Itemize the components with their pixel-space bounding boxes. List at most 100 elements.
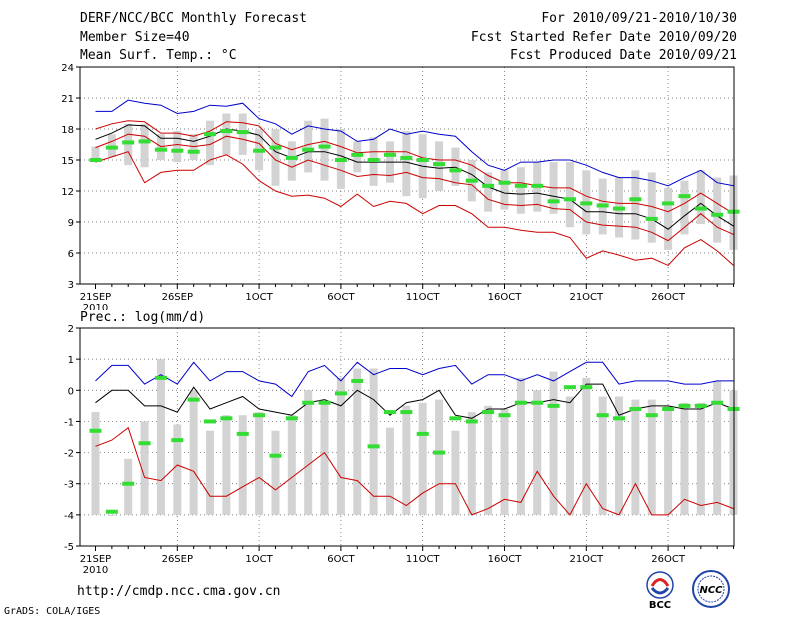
observed-marker <box>498 413 511 418</box>
y-tick-label: 0 <box>68 386 74 397</box>
observed-marker <box>433 450 446 455</box>
ensemble-bar <box>320 118 329 181</box>
observed-marker <box>678 194 691 199</box>
observed-marker <box>613 206 626 211</box>
ensemble-bar <box>680 402 689 515</box>
ensemble-bar <box>713 380 722 515</box>
observed-marker <box>351 378 364 383</box>
ensemble-bar <box>500 408 509 515</box>
observed-marker <box>629 197 642 202</box>
ensemble-bar <box>435 399 444 515</box>
observed-marker <box>89 428 102 433</box>
ensemble-bar <box>91 412 100 515</box>
ensemble-bar <box>467 412 476 515</box>
observed-marker <box>220 129 233 134</box>
ncc-logo-text: NCC <box>699 585 723 596</box>
x-tick-label: 11OCT <box>406 554 441 565</box>
ensemble-bar <box>304 390 313 515</box>
series-line-upper <box>95 120 734 215</box>
ensemble-bar <box>287 141 296 181</box>
ensemble-bar <box>549 371 558 515</box>
logos: BCC NCC <box>646 570 730 610</box>
ncc-logo-icon: NCC <box>692 570 730 608</box>
plot-frame <box>79 66 735 285</box>
observed-marker <box>351 152 364 157</box>
ensemble-bar <box>664 405 673 515</box>
observed-marker <box>122 140 135 145</box>
observed-marker <box>498 180 511 185</box>
y-tick-label: 2 <box>68 324 74 335</box>
ensemble-bar <box>500 170 509 210</box>
x-tick-label: 26OCT <box>651 554 686 565</box>
observed-marker <box>531 400 544 405</box>
x-tick-label: 21SEP <box>80 554 111 565</box>
observed-marker <box>449 416 462 421</box>
ensemble-bar <box>173 424 182 515</box>
ensemble-bar <box>696 170 705 225</box>
ensemble-bar <box>156 359 165 515</box>
ensemble-bar <box>565 396 574 515</box>
bcc-logo-text: BCC <box>649 600 671 610</box>
ensemble-bar <box>287 415 296 515</box>
observed-marker <box>416 158 429 162</box>
observed-marker <box>629 406 642 411</box>
x-tick-label: 26OCT <box>651 292 686 303</box>
x-tick-label: 21OCT <box>569 292 604 303</box>
observed-marker <box>269 453 282 458</box>
ensemble-bar <box>91 146 100 163</box>
series-line-min <box>95 426 734 516</box>
y-tick-label: -3 <box>64 480 74 491</box>
forecast-started: Fcst Started Refer Date 2010/09/20 <box>470 30 737 45</box>
source-url[interactable]: http://cmdp.ncc.cma.gov.cn <box>77 584 281 599</box>
ensemble-bar <box>271 129 280 186</box>
y-tick-label: -1 <box>64 417 74 428</box>
observed-marker <box>465 178 478 183</box>
observed-marker <box>596 413 609 418</box>
observed-marker <box>318 144 331 149</box>
ensemble-bar <box>140 421 149 515</box>
y-tick-label: 18 <box>61 125 74 136</box>
observed-marker <box>580 385 593 390</box>
observed-marker <box>171 438 184 443</box>
observed-marker <box>514 183 527 188</box>
observed-marker <box>138 139 151 144</box>
temperature-chart: 3 6 9 12 15 18 21 24 21SEP 26SEP 1OCT 6OCT 11OCT 16OC… <box>61 63 740 310</box>
ensemble-bar <box>484 405 493 515</box>
ensemble-bar <box>206 120 215 166</box>
observed-marker <box>400 155 413 160</box>
ensemble-bar <box>140 123 149 168</box>
x-tick-label: 26SEP <box>162 292 193 303</box>
ensemble-bar <box>533 390 542 515</box>
observed-marker <box>89 158 102 162</box>
ensemble-bar <box>435 141 444 191</box>
series-line-mean <box>95 383 734 419</box>
observed-marker <box>514 400 527 405</box>
observed-marker <box>711 400 724 405</box>
x-tick-label: 16OCT <box>488 292 523 303</box>
observed-marker <box>138 441 151 446</box>
ensemble-bar <box>124 458 133 515</box>
observed-marker <box>105 509 118 514</box>
observed-marker <box>482 410 495 415</box>
ensemble-bar <box>402 405 411 515</box>
ensemble-bar <box>484 172 493 212</box>
series-line-max <box>95 361 734 398</box>
ensemble-bar <box>582 377 591 515</box>
observed-marker <box>285 416 298 421</box>
ensemble-bar <box>598 396 607 515</box>
ensemble-bar <box>206 430 215 515</box>
observed-marker <box>253 413 266 418</box>
x-tick-label: 26SEP <box>162 554 193 565</box>
observed-marker <box>204 419 217 424</box>
ensemble-bar <box>615 396 624 515</box>
forecast-produced: Fcst Produced Date 2010/09/21 <box>510 48 737 63</box>
y-tick-label: -2 <box>64 449 74 460</box>
observed-marker <box>154 147 167 152</box>
x-tick-label: 21SEP <box>80 292 111 303</box>
observed-marker <box>154 375 167 380</box>
observed-marker <box>302 400 315 405</box>
ensemble-bar <box>107 514 116 516</box>
observed-marker <box>302 147 315 152</box>
observed-marker <box>334 158 347 162</box>
